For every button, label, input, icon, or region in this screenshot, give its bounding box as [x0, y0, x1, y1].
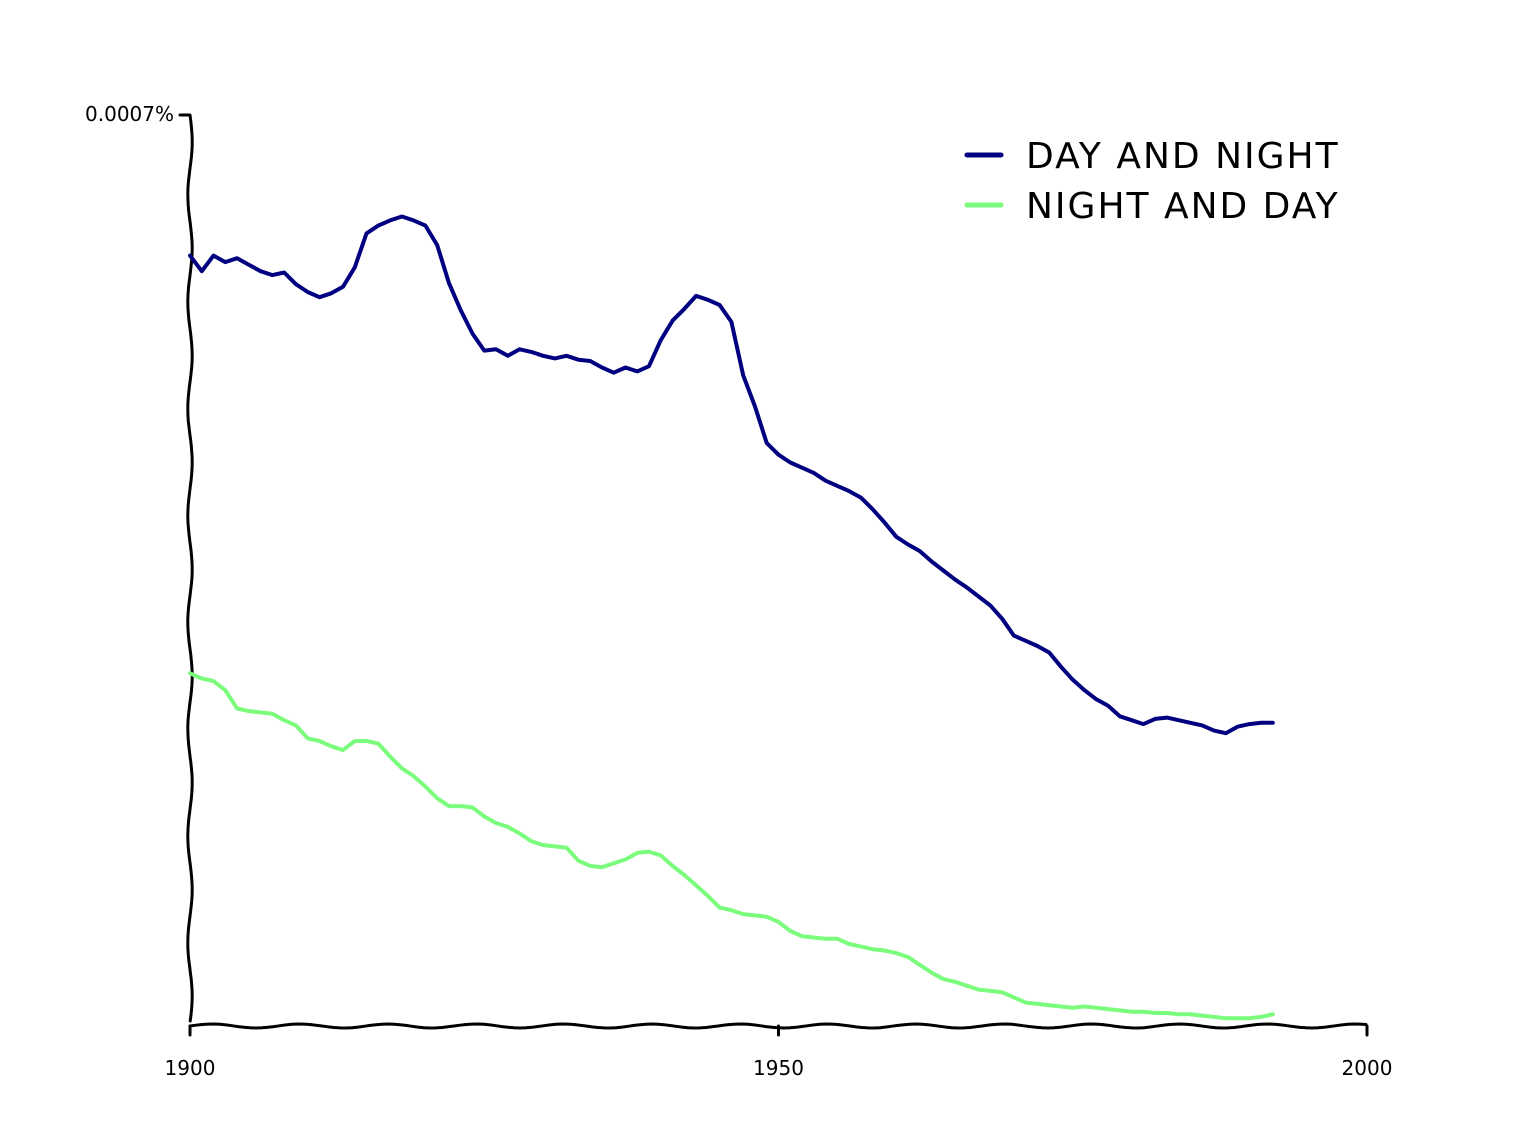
- legend: DAY AND NIGHT NIGHT AND DAY: [964, 136, 1340, 227]
- series-line-1: [188, 671, 1275, 1021]
- y-axis-line: [186, 113, 194, 1023]
- axes: 0.0007%: [85, 102, 1368, 1030]
- y-axis-tick-label: 0.0007%: [85, 102, 174, 126]
- x-axis-tick-label: 1900: [165, 1056, 216, 1080]
- x-axis-ticks: 1900 1950 2000: [165, 1024, 1393, 1080]
- series-line-0: [188, 214, 1275, 736]
- legend-label-1: NIGHT AND DAY: [1026, 186, 1340, 227]
- x-axis-tick-label: 1950: [753, 1056, 804, 1080]
- x-axis-tick-label: 2000: [1342, 1056, 1393, 1080]
- legend-label-0: DAY AND NIGHT: [1026, 136, 1340, 177]
- series-lines: [188, 214, 1275, 1021]
